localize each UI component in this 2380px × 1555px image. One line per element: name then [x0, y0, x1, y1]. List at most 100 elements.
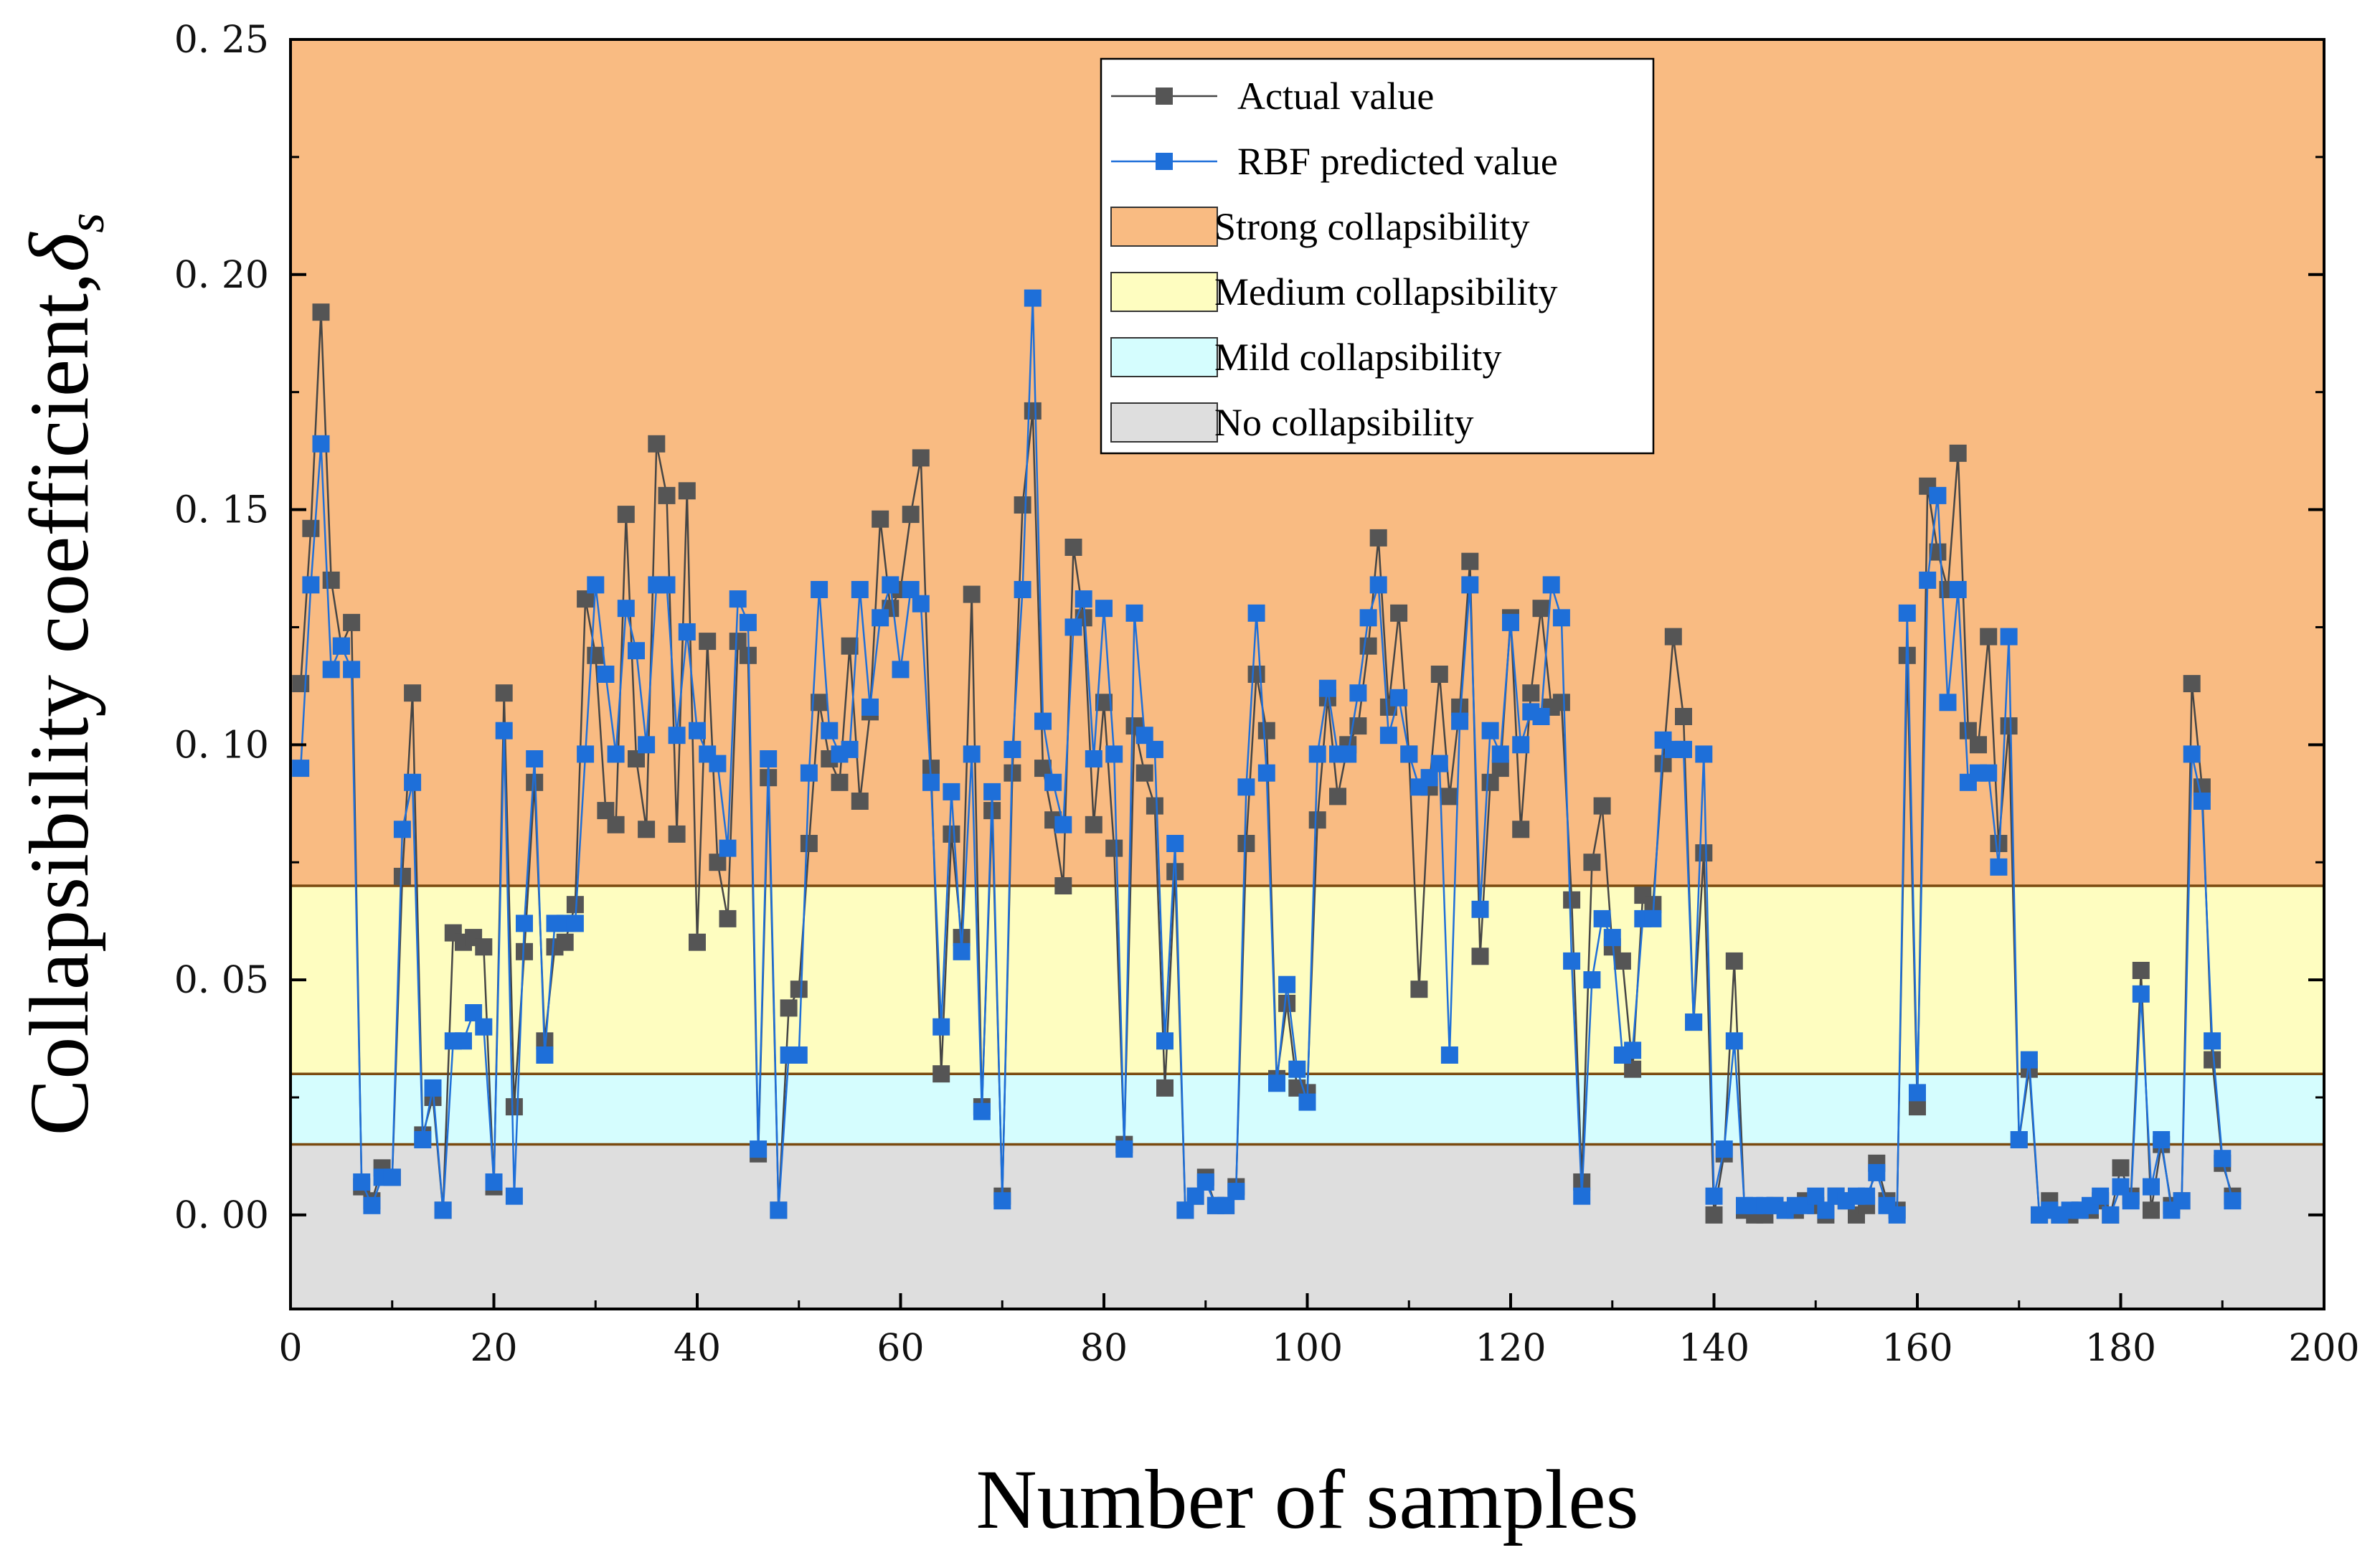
series-0-point-136 — [1664, 628, 1682, 646]
series-0-point-38 — [668, 825, 686, 843]
series-1-point-28 — [566, 914, 584, 932]
series-0-point-103 — [1329, 788, 1346, 805]
band-3 — [291, 1144, 2324, 1309]
series-1-point-57 — [861, 698, 879, 716]
series-1-point-170 — [2010, 1131, 2028, 1148]
series-1-point-182 — [2132, 985, 2150, 1003]
series-0-point-40 — [689, 933, 706, 951]
series-0-point-56 — [851, 793, 869, 810]
series-0-point-27 — [556, 933, 574, 951]
x-tick-label-80: 80 — [1080, 1327, 1128, 1370]
series-1-point-46 — [750, 1140, 768, 1158]
series-1-point-52 — [811, 581, 828, 598]
series-0-point-61 — [902, 506, 920, 524]
series-1-point-126 — [1563, 952, 1581, 970]
series-1-point-4 — [322, 661, 340, 679]
series-1-point-167 — [1980, 764, 1998, 782]
series-0-point-36 — [648, 435, 666, 453]
series-0-point-116 — [1461, 552, 1479, 570]
series-1-point-123 — [1532, 708, 1550, 725]
x-tick-label-100: 100 — [1272, 1327, 1343, 1370]
series-0-point-39 — [678, 482, 696, 500]
legend-marker-1 — [1156, 153, 1173, 170]
series-1-point-178 — [2092, 1187, 2110, 1205]
series-1-point-40 — [689, 722, 706, 739]
series-0-point-73 — [1024, 402, 1042, 420]
x-axis-ticks: 0 20 40 60 80 100 120 140 160 180 200 — [278, 1293, 2360, 1370]
legend-band-label-1: Medium collapsibility — [1214, 270, 1557, 313]
series-1-point-186 — [2173, 1192, 2191, 1210]
series-1-point-115 — [1451, 712, 1469, 730]
series-1-point-171 — [2020, 1051, 2038, 1069]
x-tick-label-200: 200 — [2288, 1327, 2359, 1370]
y-axis-ticks: 0. 00 0. 05 0. 10 0. 15 0. 20 0. 25 — [174, 19, 2324, 1237]
series-1-point-48 — [770, 1201, 788, 1219]
band-1 — [291, 886, 2324, 1074]
series-0-point-128 — [1583, 854, 1601, 871]
series-1-point-24 — [526, 750, 544, 767]
series-0-point-164 — [1949, 444, 1967, 462]
series-0-point-43 — [719, 909, 737, 927]
series-0-point-111 — [1410, 980, 1428, 998]
y-tick-label-1: 0. 05 — [174, 959, 269, 1002]
series-1-point-31 — [597, 666, 615, 683]
series-1-point-116 — [1461, 576, 1479, 594]
series-1-point-90 — [1196, 1173, 1214, 1191]
series-0-point-72 — [1014, 496, 1031, 514]
series-0-point-76 — [1054, 877, 1072, 894]
series-1-point-184 — [2153, 1131, 2171, 1148]
series-0-point-165 — [1959, 722, 1977, 739]
series-0-point-67 — [963, 585, 981, 603]
series-1-point-8 — [363, 1196, 381, 1214]
series-1-point-117 — [1471, 900, 1489, 918]
x-tick-label-60: 60 — [877, 1327, 924, 1370]
series-1-point-3 — [312, 435, 330, 453]
series-1-point-22 — [505, 1187, 523, 1205]
x-tick-label-160: 160 — [1881, 1327, 1952, 1370]
series-1-point-191 — [2224, 1192, 2242, 1210]
series-0-point-6 — [343, 613, 361, 631]
series-1-point-158 — [1888, 1206, 1906, 1224]
series-0-point-109 — [1390, 604, 1408, 622]
series-1-point-73 — [1024, 289, 1042, 307]
legend-label-1: RBF predicted value — [1237, 140, 1558, 183]
series-1-point-155 — [1858, 1187, 1876, 1205]
series-1-point-190 — [2214, 1150, 2232, 1168]
series-0-point-54 — [831, 773, 849, 791]
series-1-point-33 — [617, 600, 635, 618]
series-1-point-74 — [1034, 712, 1052, 730]
series-1-point-72 — [1014, 581, 1031, 598]
series-0-point-44 — [729, 633, 747, 651]
y-tick-label-0: 0. 00 — [174, 1194, 269, 1237]
series-1-point-86 — [1156, 1032, 1174, 1050]
series-1-point-84 — [1135, 727, 1153, 745]
y-axis-title: Collapsibility coefficient,δs — [12, 213, 115, 1136]
series-1-point-120 — [1502, 613, 1519, 631]
series-1-point-81 — [1105, 745, 1123, 763]
series-0-point-107 — [1369, 529, 1387, 547]
series-0-point-94 — [1237, 835, 1255, 852]
y-axis-title-symbol: δ — [12, 232, 106, 273]
series-1-point-45 — [739, 613, 757, 631]
series-1-point-30 — [587, 576, 605, 594]
series-1-point-80 — [1095, 600, 1113, 618]
series-0-point-187 — [2183, 675, 2201, 693]
series-0-point-182 — [2132, 962, 2150, 979]
series-1-point-132 — [1624, 1041, 1642, 1059]
series-1-point-124 — [1542, 576, 1560, 594]
series-0-point-183 — [2143, 1201, 2160, 1219]
series-1-point-162 — [1929, 486, 1947, 504]
series-1-point-93 — [1227, 1183, 1245, 1201]
series-1-point-121 — [1512, 736, 1530, 754]
series-1-point-102 — [1318, 679, 1336, 697]
series-1-point-139 — [1695, 745, 1713, 763]
series-0-point-77 — [1064, 539, 1082, 556]
series-0-point-129 — [1593, 797, 1611, 815]
series-0-point-2 — [302, 519, 320, 537]
series-1-point-128 — [1583, 971, 1601, 989]
series-1-point-95 — [1247, 604, 1265, 622]
series-1-point-38 — [668, 727, 686, 745]
series-1-point-70 — [993, 1192, 1011, 1210]
series-1-point-2 — [302, 576, 320, 594]
series-1-point-21 — [495, 722, 513, 739]
